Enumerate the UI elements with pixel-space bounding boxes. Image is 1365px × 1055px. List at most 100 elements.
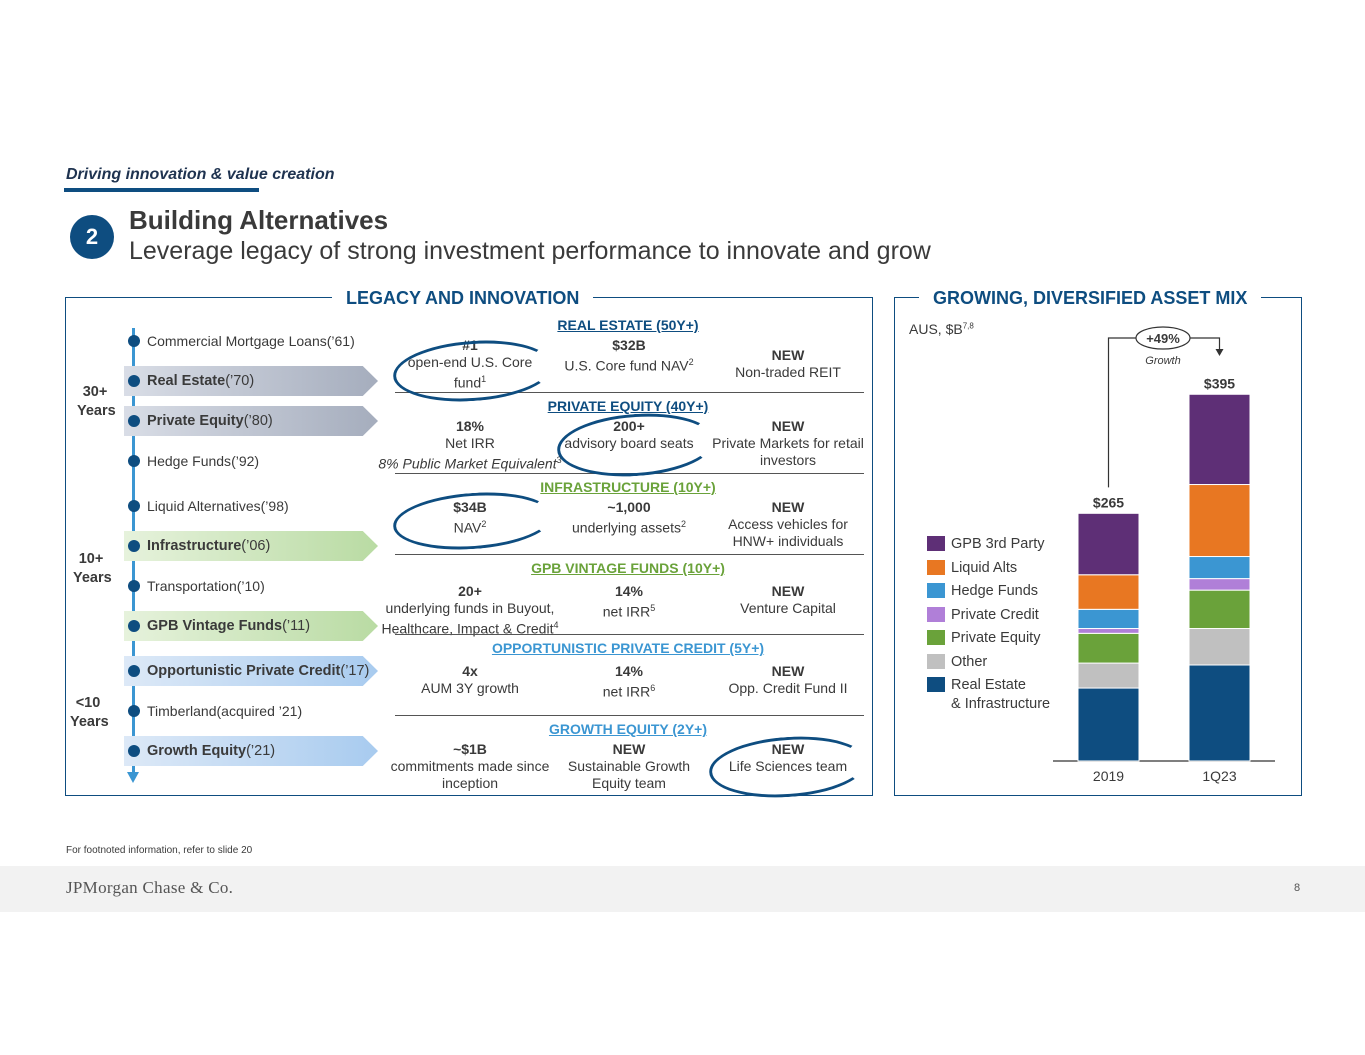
timeline-item-name: Real Estate: [147, 373, 226, 389]
metric-cell: 200+ advisory board seats: [549, 418, 709, 452]
timeline-item-year: (’06): [241, 538, 271, 554]
timeline-item-year: (’21): [246, 743, 276, 759]
timeline-item: Real Estate (’70): [147, 367, 254, 395]
metric-cell: NEW Sustainable Growth Equity team: [549, 741, 709, 792]
legend-item: Hedge Funds: [927, 582, 1038, 601]
timeline-item: Infrastructure (’06): [147, 532, 270, 560]
page-number: 8: [1294, 882, 1301, 894]
metric-description: AUM 3Y growth: [421, 680, 519, 696]
category-heading: GROWTH EQUITY (2Y+): [548, 721, 708, 737]
page-title: Building Alternatives: [129, 205, 389, 235]
timeline-highlight-arrow: [124, 406, 378, 436]
timeline-highlight-arrow: [124, 736, 378, 766]
era-label-unit: Years: [73, 570, 112, 586]
timeline-item-name: Commercial Mortgage Loans: [147, 333, 327, 349]
metric-cell: 18% Net IRR 8% Public Market Equivalent3: [370, 418, 570, 473]
metric-value: 14%: [614, 583, 644, 599]
metric-description: net IRR: [602, 603, 651, 620]
metric-description: Private Markets for retail investors: [712, 435, 864, 468]
legend-item: Real Estate & Infrastructure: [927, 676, 1050, 714]
metric-description: open-end U.S. Core fund: [407, 354, 533, 391]
timeline-dot: [128, 375, 140, 387]
metric-description: advisory board seats: [564, 435, 694, 451]
legend-label-line: GPB 3rd Party: [951, 536, 1045, 552]
timeline-item-year: (’80): [243, 413, 273, 429]
metric-value: NEW: [612, 741, 646, 757]
metric-cell: 14% net IRR6: [549, 663, 709, 701]
legend-label-line: & Infrastructure: [951, 696, 1051, 712]
timeline-item-name: Liquid Alternatives: [147, 498, 261, 514]
timeline-arrowhead: [127, 772, 139, 783]
metric-description: underlying assets: [572, 519, 681, 536]
timeline-dot: [128, 500, 140, 512]
legend-item: Private Equity: [927, 629, 1040, 648]
legend-swatch: [927, 536, 945, 551]
legend-item: Other: [927, 653, 987, 672]
metric-description: Life Sciences team: [728, 758, 848, 774]
legend-swatch: [927, 653, 945, 669]
timeline-item: Transportation (’10): [147, 572, 265, 600]
timeline-dot: [128, 540, 140, 552]
timeline-item: Hedge Funds (’92): [147, 447, 259, 475]
legend-label: Hedge Funds: [951, 582, 1038, 601]
timeline-dot: [128, 335, 140, 347]
metric-cell: 14% net IRR5: [549, 583, 709, 621]
legend-label: Private Equity: [951, 629, 1040, 648]
metric-value: $32B: [612, 337, 646, 353]
asset-mix-panel-title: GROWING, DIVERSIFIED ASSET MIX: [919, 288, 1262, 309]
timeline-dot: [128, 455, 140, 467]
timeline-item: Liquid Alternatives (’98): [147, 492, 289, 520]
timeline-item-year: (’17): [340, 663, 370, 679]
timeline-highlight-arrow: [124, 366, 378, 396]
timeline-dot: [128, 580, 140, 592]
footnote-marker: 1: [481, 374, 487, 384]
category-divider: [395, 392, 864, 393]
era-label: 30+ Years: [77, 383, 116, 421]
era-label-number: <10: [75, 695, 101, 711]
timeline-item-year: (’92): [231, 453, 260, 469]
era-label-unit: Years: [77, 403, 116, 419]
timeline-item: Growth Equity (’21): [147, 737, 275, 765]
metric-description: Non-traded REIT: [735, 364, 841, 380]
timeline-highlight-arrow: [124, 531, 378, 561]
metric-value: NEW: [771, 347, 805, 363]
timeline-dot: [128, 415, 140, 427]
eyebrow-underline: [64, 188, 259, 192]
era-label: 10+ Years: [73, 550, 112, 588]
timeline-item-name: GPB Vintage Funds: [147, 618, 283, 634]
legend-label-line: Liquid Alts: [951, 559, 1018, 576]
metric-benchmark: 8% Public Market Equivalent: [378, 455, 557, 472]
metric-cell: NEW Opp. Credit Fund II: [708, 663, 868, 697]
timeline-item: Timberland (acquired ’21): [147, 697, 302, 725]
legend-swatch: [927, 583, 945, 598]
metric-cell: $32B U.S. Core fund NAV2: [549, 337, 709, 375]
legend-swatch: [927, 630, 945, 645]
legend-item: GPB 3rd Party: [927, 535, 1044, 554]
timeline-item-name: Growth Equity: [147, 743, 247, 759]
metric-cell: 4x AUM 3Y growth: [390, 663, 550, 697]
timeline-item-name: Transportation: [147, 578, 237, 594]
metric-description: NAV: [453, 519, 482, 536]
section-number-badge: 2: [70, 215, 114, 259]
metric-value: NEW: [771, 499, 805, 515]
metric-description: underlying funds in Buyout, Healthcare, …: [381, 600, 555, 637]
footnote-marker: 2: [680, 519, 686, 529]
timeline-dot: [128, 620, 140, 632]
chart-legend: [0, 0, 1, 1]
metric-cell: NEW Access vehicles for HNW+ individuals: [708, 499, 868, 550]
metric-description: U.S. Core fund NAV: [564, 357, 689, 374]
metric-value: $34B: [453, 499, 487, 515]
metric-cell: ~$1B commitments made since inception: [390, 741, 550, 792]
chart-axis-label-sup: 7,8: [962, 321, 974, 331]
category-heading: PRIVATE EQUITY (40Y+): [547, 398, 709, 414]
timeline-dot: [128, 705, 140, 717]
category-heading: OPPORTUNISTIC PRIVATE CREDIT (5Y+): [491, 640, 765, 656]
category-divider: [395, 554, 864, 555]
legend-label-line: Private Equity: [951, 630, 1041, 646]
metric-value: NEW: [771, 418, 805, 434]
timeline-item-year: (’98): [260, 498, 289, 514]
metric-cell: $34B NAV2: [390, 499, 550, 537]
metric-description: Net IRR: [445, 435, 495, 451]
metric-description: commitments made since inception: [390, 758, 550, 791]
timeline-highlight-arrow: [124, 611, 378, 641]
